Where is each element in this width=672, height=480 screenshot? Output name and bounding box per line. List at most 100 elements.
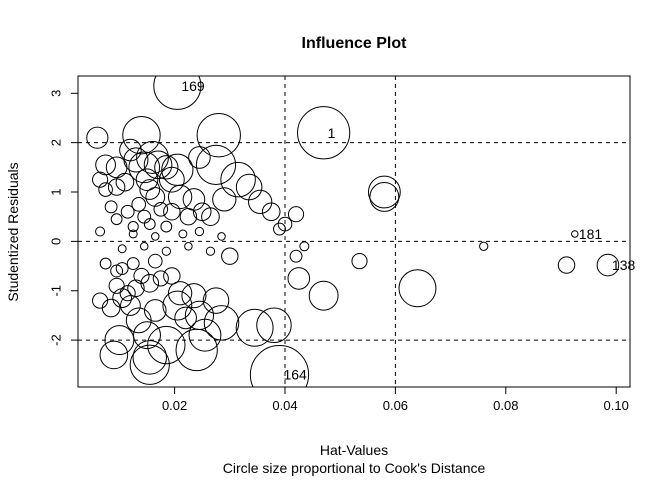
data-point-75 — [163, 267, 181, 285]
data-point-24 — [195, 144, 237, 185]
data-point-67 — [110, 264, 124, 278]
data-point-65 — [95, 226, 106, 237]
data-point-74 — [152, 270, 169, 287]
data-point-11 — [135, 168, 159, 191]
data-point-51 — [132, 340, 167, 375]
data-point-77 — [110, 213, 123, 226]
data-point-48 — [120, 295, 141, 316]
data-point-14 — [143, 150, 173, 180]
data-point-98 — [174, 306, 197, 330]
data-point-85 — [117, 244, 127, 254]
plot-frame — [77, 75, 631, 388]
x-tick-label-1: 0.04 — [272, 398, 297, 413]
data-points — [86, 76, 620, 387]
data-point-29 — [261, 202, 281, 222]
data-point-9 — [122, 116, 161, 155]
data-point-12 — [139, 179, 161, 200]
data-point-92 — [194, 226, 205, 237]
data-point-62 — [221, 247, 239, 265]
data-point-40 — [398, 269, 437, 308]
data-point-69 — [126, 257, 140, 271]
y-tick-label-4: 2 — [49, 139, 64, 146]
data-point-15 — [145, 187, 166, 207]
data-point-55 — [167, 281, 193, 306]
data-point-38 — [287, 267, 311, 290]
data-point-25 — [212, 187, 237, 212]
data-point-101 — [188, 146, 211, 169]
data-point-88 — [151, 232, 160, 241]
data-point-37 — [351, 253, 368, 270]
data-point-79 — [127, 221, 139, 233]
data-point-22 — [201, 207, 220, 227]
data-point-105 — [571, 230, 579, 238]
data-point-59 — [188, 318, 222, 352]
point-label-138: 138 — [612, 257, 636, 273]
data-point-102 — [153, 76, 202, 110]
reference-lines — [78, 76, 630, 387]
data-point-61 — [203, 305, 240, 341]
data-point-19 — [167, 184, 193, 210]
x-axis-label: Hat-Values — [320, 442, 388, 458]
data-point-84 — [160, 220, 173, 233]
data-point-83 — [153, 201, 169, 217]
data-point-66 — [99, 257, 112, 270]
y-tick-label-5: 3 — [49, 90, 64, 97]
chart-title: Influence Plot — [302, 35, 408, 52]
axes: 0.02 0.04 0.06 0.08 0.10 -2 -1 0 1 2 3 — [49, 90, 629, 413]
data-point-42 — [557, 256, 576, 274]
data-point-71 — [133, 267, 150, 284]
data-point-87 — [139, 242, 149, 251]
data-point-33 — [367, 175, 401, 209]
point-label-169: 169 — [181, 78, 205, 94]
data-point-57 — [184, 300, 215, 331]
point-label-1: 1 — [328, 125, 336, 141]
data-point-106 — [596, 253, 620, 277]
data-point-23 — [196, 113, 241, 158]
point-label-181: 181 — [579, 226, 603, 242]
data-point-96 — [119, 285, 136, 302]
data-point-28 — [248, 189, 273, 215]
data-point-73 — [147, 253, 163, 269]
data-point-26 — [220, 161, 256, 198]
data-point-93 — [205, 246, 216, 256]
data-point-64 — [256, 307, 292, 344]
data-point-13 — [136, 141, 169, 174]
data-point-89 — [161, 246, 171, 256]
data-point-97 — [143, 299, 167, 322]
x-tick-label-2: 0.06 — [383, 398, 408, 413]
data-point-78 — [120, 204, 135, 219]
data-point-32 — [273, 222, 286, 236]
data-point-43 — [92, 292, 109, 309]
data-point-90 — [178, 229, 188, 239]
data-point-16 — [154, 155, 179, 180]
y-tick-label-0: -2 — [49, 334, 64, 346]
data-point-44 — [101, 298, 121, 318]
y-tick-label-2: 0 — [49, 238, 64, 245]
data-point-27 — [235, 173, 263, 201]
data-point-20 — [182, 188, 206, 211]
data-point-36 — [289, 249, 303, 263]
data-point-46 — [104, 325, 135, 356]
data-point-53 — [147, 325, 186, 365]
data-point-56 — [181, 283, 207, 309]
data-point-3 — [98, 182, 113, 197]
point-labels: 169 1 164 181 138 — [181, 78, 635, 383]
y-tick-label-3: 1 — [49, 188, 64, 195]
data-point-91 — [184, 242, 193, 251]
data-point-47 — [99, 340, 129, 370]
data-point-72 — [140, 274, 160, 293]
data-point-70 — [127, 279, 145, 297]
data-point-0 — [86, 126, 109, 149]
data-point-34 — [369, 181, 400, 212]
data-point-76 — [104, 200, 118, 214]
data-point-35 — [299, 241, 310, 252]
data-point-103 — [297, 106, 351, 160]
y-tick-label-1: -1 — [49, 285, 64, 297]
data-point-94 — [217, 232, 226, 241]
data-point-58 — [175, 328, 218, 372]
data-point-2 — [92, 171, 109, 188]
y-axis-label: Studentized Residuals — [5, 162, 21, 301]
point-label-164: 164 — [283, 367, 307, 383]
